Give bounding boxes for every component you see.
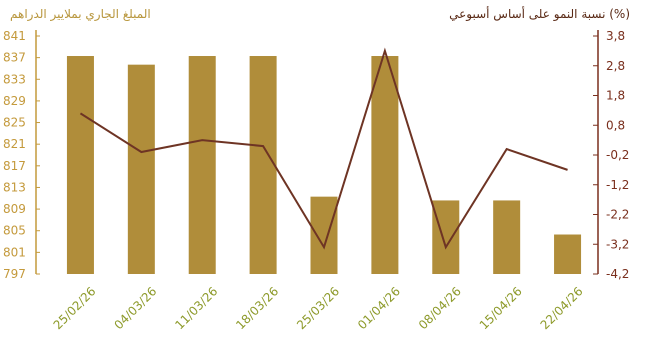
line-series bbox=[79, 47, 568, 250]
right-axis-tick-label: 1,8 bbox=[606, 89, 625, 103]
x-axis-tick-label: 04/03/26 bbox=[111, 284, 159, 332]
left-axis-tick-label: 825 bbox=[3, 116, 26, 130]
growth-line bbox=[79, 47, 568, 250]
x-axis-tick-label: 25/02/26 bbox=[51, 284, 99, 332]
right-axis-tick-label: 2,8 bbox=[606, 59, 625, 73]
bar bbox=[371, 56, 399, 274]
bar bbox=[188, 56, 216, 274]
right-axis-tick-label: -1,2 bbox=[606, 178, 629, 192]
left-axis: 841 837 833 829 825 821 817 813 809 805 801 797 bbox=[3, 29, 40, 281]
left-axis-tick-label: 805 bbox=[3, 224, 26, 238]
bar-series bbox=[66, 56, 582, 274]
right-axis-title: (%) نسبة النمو على أساس أسبوعي bbox=[449, 6, 630, 22]
x-axis-tick-label: 11/03/26 bbox=[172, 284, 220, 332]
left-axis-tick-label: 809 bbox=[3, 202, 26, 216]
right-axis-tick-label: -0,2 bbox=[606, 148, 629, 162]
bar bbox=[249, 56, 277, 274]
x-axis-tick-label: 01/04/26 bbox=[355, 284, 403, 332]
left-axis-tick-label: 821 bbox=[3, 137, 26, 151]
bar bbox=[66, 56, 94, 274]
left-axis-tick-label: 841 bbox=[3, 29, 26, 43]
right-axis-tick-label: -4,2 bbox=[606, 267, 629, 281]
x-axis-tick-label: 15/04/26 bbox=[477, 284, 525, 332]
right-axis-tick-label: 3,8 bbox=[606, 29, 625, 43]
right-axis-tick-label: -2,2 bbox=[606, 208, 629, 222]
left-axis-title: المبلغ الجاري بملايير الدراهم bbox=[10, 7, 151, 22]
right-axis-tick-label: -3,2 bbox=[606, 237, 629, 251]
bar bbox=[310, 196, 338, 274]
x-axis-labels: 25/02/26 04/03/26 11/03/26 18/03/26 25/03/26… bbox=[51, 284, 586, 332]
x-axis-tick-label: 08/04/26 bbox=[416, 284, 464, 332]
left-axis-tick-label: 801 bbox=[3, 245, 26, 259]
bar bbox=[493, 200, 521, 274]
left-axis-tick-label: 797 bbox=[3, 267, 26, 281]
x-axis-tick-label: 25/03/26 bbox=[294, 284, 342, 332]
left-axis-tick-label: 837 bbox=[3, 51, 26, 65]
left-axis-tick-label: 817 bbox=[3, 159, 26, 173]
bar bbox=[554, 234, 582, 274]
left-axis-tick-label: 813 bbox=[3, 180, 26, 194]
left-axis-tick-label: 833 bbox=[3, 72, 26, 86]
bar bbox=[432, 200, 460, 274]
x-axis-tick-label: 18/03/26 bbox=[233, 284, 281, 332]
x-axis-tick-label: 22/04/26 bbox=[538, 284, 586, 332]
bar bbox=[127, 64, 155, 274]
left-axis-tick-label: 829 bbox=[3, 94, 26, 108]
right-axis: 3,8 2,8 1,8 0,8 -0,2 -1,2 -2,2 -3,2 -4,2 bbox=[593, 29, 629, 281]
right-axis-tick-label: 0,8 bbox=[606, 118, 625, 132]
